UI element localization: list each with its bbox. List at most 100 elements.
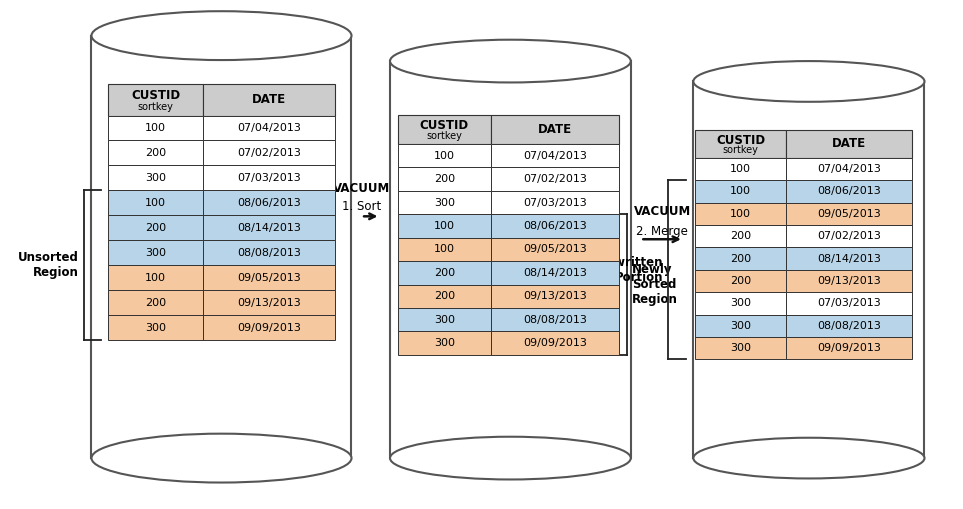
Text: sortkey: sortkey xyxy=(723,145,759,155)
Bar xyxy=(491,144,619,167)
Bar xyxy=(491,115,619,144)
Text: 08/06/2013: 08/06/2013 xyxy=(237,198,301,208)
Bar xyxy=(108,240,203,265)
Text: 09/09/2013: 09/09/2013 xyxy=(237,323,301,332)
Ellipse shape xyxy=(693,438,924,478)
Ellipse shape xyxy=(390,40,631,82)
Text: 08/06/2013: 08/06/2013 xyxy=(523,221,586,231)
Text: 07/03/2013: 07/03/2013 xyxy=(818,298,881,308)
Text: 07/03/2013: 07/03/2013 xyxy=(523,197,586,208)
Text: 100: 100 xyxy=(145,273,166,282)
Text: 300: 300 xyxy=(730,321,751,331)
Bar xyxy=(398,191,491,214)
Bar xyxy=(91,36,351,458)
Bar xyxy=(390,61,631,458)
Bar xyxy=(491,238,619,261)
Text: 200: 200 xyxy=(145,298,167,307)
Text: 1. Sort: 1. Sort xyxy=(342,200,380,213)
Bar xyxy=(695,180,786,203)
Text: sortkey: sortkey xyxy=(138,102,173,111)
Bar xyxy=(108,265,203,290)
Text: 08/08/2013: 08/08/2013 xyxy=(237,248,301,258)
Text: 08/06/2013: 08/06/2013 xyxy=(818,186,881,196)
Text: 300: 300 xyxy=(433,315,455,325)
Text: 200: 200 xyxy=(433,268,455,278)
Bar xyxy=(786,270,912,292)
Text: 07/04/2013: 07/04/2013 xyxy=(523,151,586,161)
Bar xyxy=(491,285,619,308)
Text: 200: 200 xyxy=(730,253,751,264)
Text: 300: 300 xyxy=(145,323,166,332)
Text: 300: 300 xyxy=(433,338,455,348)
Text: 07/03/2013: 07/03/2013 xyxy=(237,173,301,183)
Bar xyxy=(203,215,335,240)
Text: 09/09/2013: 09/09/2013 xyxy=(818,343,881,353)
Text: 08/14/2013: 08/14/2013 xyxy=(818,253,881,264)
Text: 200: 200 xyxy=(433,174,455,184)
Bar xyxy=(695,247,786,270)
Bar xyxy=(398,331,491,355)
Text: 100: 100 xyxy=(145,198,166,208)
Text: 08/14/2013: 08/14/2013 xyxy=(237,223,301,233)
Bar xyxy=(491,214,619,238)
Text: 100: 100 xyxy=(433,244,455,254)
Bar xyxy=(695,225,786,247)
Ellipse shape xyxy=(91,11,351,60)
Text: DATE: DATE xyxy=(252,93,286,106)
Text: 200: 200 xyxy=(433,291,455,301)
Bar xyxy=(203,84,335,116)
Bar xyxy=(695,315,786,337)
Text: 100: 100 xyxy=(433,151,455,161)
Bar xyxy=(108,215,203,240)
Ellipse shape xyxy=(390,437,631,479)
Bar xyxy=(398,214,491,238)
Bar xyxy=(398,308,491,331)
Ellipse shape xyxy=(91,434,351,483)
Text: VACUUM: VACUUM xyxy=(634,205,690,218)
Text: 100: 100 xyxy=(433,221,455,231)
Text: Newly
Sorted
Region: Newly Sorted Region xyxy=(632,263,678,306)
Bar xyxy=(693,81,924,458)
Text: 100: 100 xyxy=(730,186,751,196)
Text: 300: 300 xyxy=(730,343,751,353)
Bar xyxy=(108,140,203,165)
Bar xyxy=(398,238,491,261)
Bar xyxy=(203,290,335,315)
Text: 08/08/2013: 08/08/2013 xyxy=(818,321,881,331)
Text: 08/14/2013: 08/14/2013 xyxy=(523,268,586,278)
Bar xyxy=(203,265,335,290)
Text: 100: 100 xyxy=(730,164,751,174)
Text: 07/02/2013: 07/02/2013 xyxy=(818,231,881,241)
Bar xyxy=(203,240,335,265)
Text: 100: 100 xyxy=(730,209,751,219)
Bar xyxy=(108,116,203,140)
Text: 07/02/2013: 07/02/2013 xyxy=(523,174,586,184)
Bar xyxy=(786,337,912,359)
Text: CUSTID: CUSTID xyxy=(420,119,469,132)
Bar xyxy=(108,315,203,340)
Text: 09/13/2013: 09/13/2013 xyxy=(523,291,586,301)
Text: 09/09/2013: 09/09/2013 xyxy=(523,338,586,348)
Bar xyxy=(786,225,912,247)
Bar xyxy=(786,203,912,225)
Text: 08/08/2013: 08/08/2013 xyxy=(523,315,586,325)
Bar xyxy=(203,116,335,140)
Bar xyxy=(695,158,786,180)
Text: 09/13/2013: 09/13/2013 xyxy=(237,298,301,307)
Bar xyxy=(786,158,912,180)
Text: CUSTID: CUSTID xyxy=(716,134,766,147)
Text: 07/02/2013: 07/02/2013 xyxy=(237,148,301,158)
Text: VACUUM: VACUUM xyxy=(332,182,390,195)
Bar xyxy=(491,308,619,331)
Bar xyxy=(203,165,335,190)
Bar xyxy=(203,140,335,165)
Text: Unsorted
Region: Unsorted Region xyxy=(18,251,79,279)
Bar xyxy=(786,247,912,270)
Text: 200: 200 xyxy=(730,276,751,286)
Text: 300: 300 xyxy=(433,197,455,208)
Bar xyxy=(786,315,912,337)
Text: 300: 300 xyxy=(145,173,166,183)
Bar xyxy=(695,130,786,158)
Bar xyxy=(203,315,335,340)
Text: 200: 200 xyxy=(145,148,167,158)
